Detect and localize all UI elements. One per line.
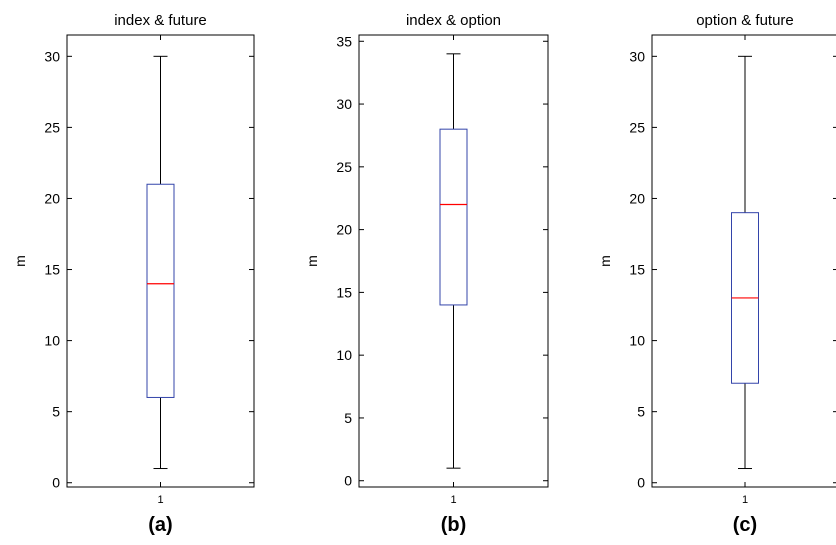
- chart-title: index & future: [114, 12, 207, 29]
- y-tick-label: 30: [44, 48, 60, 64]
- panel-3: 0 5 10 15 20 25 30 1 option & future m (c): [597, 12, 836, 536]
- y-tick-label: 10: [336, 347, 352, 363]
- chart-title: option & future: [696, 12, 794, 29]
- y-tick-label: 5: [637, 404, 645, 420]
- y-tick-label: 25: [336, 159, 352, 175]
- iqr-box: [439, 128, 468, 306]
- panel-1: 0 5 10 15 20 25 30 1 index & future m (a): [12, 12, 255, 536]
- y-tick-label: 30: [629, 48, 645, 64]
- y-tick-label: 35: [336, 33, 352, 49]
- y-tick-label: 15: [629, 262, 645, 278]
- y-tick-label: 30: [336, 96, 352, 112]
- y-tick-label: 20: [336, 222, 352, 238]
- y-tick-label: 15: [336, 284, 352, 300]
- iqr-box: [146, 183, 175, 398]
- x-tick-label: 1: [450, 494, 456, 506]
- y-tick-label: 20: [44, 190, 60, 206]
- y-tick-label: 5: [344, 410, 352, 426]
- y-tick-label: 15: [44, 262, 60, 278]
- panel-label: (c): [733, 514, 757, 536]
- y-tick-label: 0: [637, 475, 645, 491]
- y-tick-label: 10: [44, 333, 60, 349]
- x-tick-label: 1: [157, 494, 163, 506]
- y-tick-label: 10: [629, 333, 645, 349]
- axes-frame: [651, 34, 836, 488]
- y-tick-label: 20: [629, 190, 645, 206]
- y-axis-label: m: [597, 255, 613, 267]
- y-tick-label: 0: [344, 473, 352, 489]
- y-tick-label: 25: [44, 119, 60, 135]
- x-tick-label: 1: [742, 494, 748, 506]
- y-tick-label: 25: [629, 119, 645, 135]
- y-tick-label: 0: [52, 475, 60, 491]
- chart-title: index & option: [406, 12, 501, 29]
- y-tick-label: 5: [52, 404, 60, 420]
- panel-2: 0 5 10 15 20 25 30 35 1 index & option m (b): [304, 12, 549, 536]
- y-axis-label: m: [12, 255, 28, 267]
- y-axis-label: m: [304, 255, 320, 267]
- panel-label: (b): [441, 514, 467, 536]
- panel-label: (a): [148, 514, 172, 536]
